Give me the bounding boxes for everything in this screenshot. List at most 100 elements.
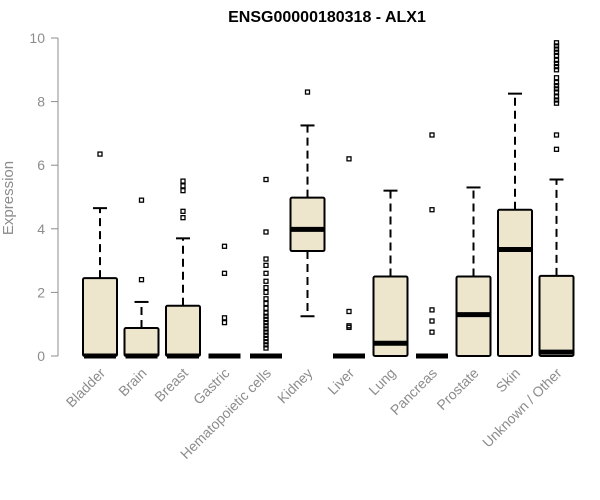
outlier-point [263,339,269,345]
x-tick-label: Bladder [63,365,109,411]
outlier-point [553,146,560,152]
outlier-point [263,345,269,351]
box-group [538,40,575,358]
x-tick-label: Liver [324,365,357,398]
outlier-point [180,178,186,184]
outlier-point [263,332,269,338]
outlier-point [553,40,560,46]
outlier-point [263,176,269,183]
outlier-point [263,262,269,269]
box-group [289,89,326,318]
box [82,277,118,357]
outlier-point [553,75,560,81]
outlier-point [263,296,269,302]
outlier-point [346,323,352,329]
outlier-point [180,187,186,194]
box [372,275,409,357]
box [123,327,160,357]
chart-title: ENSG00000180318 - ALX1 [228,9,426,26]
outlier-point [263,326,269,332]
box-group [455,186,492,357]
outlier-point [553,94,560,100]
outlier-point [553,100,560,106]
outlier-point [263,289,269,296]
x-tick-label: Unknown / Other [479,365,565,451]
outlier-point [263,270,269,276]
x-tick-label: Breast [151,365,191,405]
box-group [165,178,201,359]
box [289,196,326,253]
outlier-point [429,132,435,138]
x-tick-label: Kidney [274,365,316,407]
outlier-point [97,151,103,157]
outlier-point [553,43,560,49]
outlier-point [263,284,269,291]
outlier-point [429,207,435,213]
outlier-point [263,278,269,284]
box-group [82,151,118,359]
box-group [123,197,160,359]
outlier-point [346,308,352,315]
outlier-point [553,83,560,89]
box [165,304,201,358]
y-axis: 0 2 4 6 8 10 [29,30,59,364]
outlier-point [263,335,269,342]
outlier-point [263,329,269,335]
box [538,274,575,358]
outlier-point [553,97,560,103]
plot-area [82,40,575,359]
outlier-point [553,132,560,138]
x-tick-label: Brain [115,365,149,399]
outlier-point [263,319,269,326]
outlier-point [180,215,186,221]
outlier-point [263,313,269,319]
box-group [333,156,365,359]
outlier-point [263,316,269,323]
outlier-point [263,310,269,316]
outlier-point [304,89,311,95]
outlier-point [221,315,228,321]
outlier-point [180,183,186,189]
outlier-point [180,208,186,214]
outlier-point [553,52,560,59]
y-tick-label: 4 [37,221,45,237]
outlier-point [221,270,228,276]
outlier-point [553,67,560,73]
y-tick-label: 6 [37,157,45,173]
x-tick-label: Skin [493,365,524,396]
box [497,208,533,357]
box-group [250,176,282,359]
outlier-point [553,86,560,92]
x-tick-label: Prostate [433,365,481,413]
outlier-point [263,305,269,311]
outlier-point [263,229,269,235]
outlier-point [138,277,145,283]
y-tick-label: 0 [37,348,45,364]
box-group [208,243,241,359]
box-group [372,189,409,357]
box-group [497,92,533,357]
outlier-point [263,342,269,348]
y-axis-label: Expression [0,161,17,235]
outlier-point [263,256,269,262]
outlier-point [263,323,269,329]
y-tick-label: 8 [37,94,45,110]
outlier-point [263,300,269,307]
outlier-point [429,307,435,313]
outlier-point [429,329,435,335]
outlier-point [553,49,560,55]
outlier-point [553,63,560,70]
outlier-point [138,197,145,203]
outlier-point [221,243,228,249]
outlier-point [221,319,228,326]
outlier-point [553,89,560,95]
outlier-point [553,60,560,67]
box-group [416,132,448,359]
outlier-point [553,79,560,86]
outlier-point [346,156,352,162]
y-tick-label: 10 [29,30,45,46]
x-tick-label: Lung [365,365,398,398]
outlier-point [429,318,435,324]
